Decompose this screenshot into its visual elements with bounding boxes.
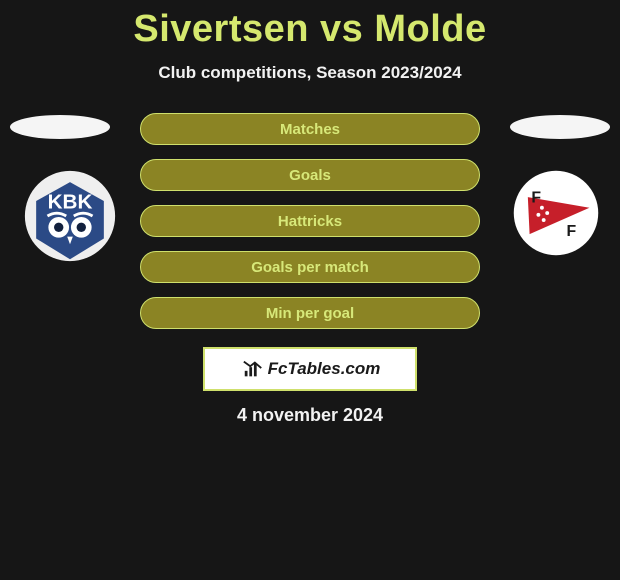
svg-text:F: F — [567, 223, 577, 240]
stat-label: Goals per match — [251, 259, 369, 276]
shadow-ellipse-right — [510, 115, 610, 139]
stat-label: Min per goal — [266, 305, 354, 322]
ff-badge-icon: F F — [512, 169, 600, 257]
page-title: Sivertsen vs Molde — [0, 0, 620, 51]
svg-text:F: F — [531, 189, 541, 206]
kbk-badge-icon: KBK — [20, 169, 120, 263]
team-badge-right: F F — [512, 169, 600, 257]
page-subtitle: Club competitions, Season 2023/2024 — [0, 63, 620, 83]
footer-date: 4 november 2024 — [0, 405, 620, 426]
stat-pill-min-per-goal: Min per goal — [140, 297, 480, 329]
shadow-ellipse-left — [10, 115, 110, 139]
comparison-stage: KBK F F Matches — [0, 111, 620, 426]
stat-label: Hattricks — [278, 213, 342, 230]
kbk-text: KBK — [48, 190, 93, 213]
stat-pill-matches: Matches — [140, 113, 480, 145]
stat-pill-goals-per-match: Goals per match — [140, 251, 480, 283]
stat-label: Matches — [280, 121, 340, 138]
stat-pill-goals: Goals — [140, 159, 480, 191]
brand-box[interactable]: FcTables.com — [203, 347, 417, 391]
brand-text: FcTables.com — [268, 359, 381, 379]
stat-label: Goals — [289, 167, 331, 184]
bar-chart-icon — [240, 358, 266, 380]
stat-pill-hattricks: Hattricks — [140, 205, 480, 237]
team-badge-left: KBK — [20, 169, 120, 263]
